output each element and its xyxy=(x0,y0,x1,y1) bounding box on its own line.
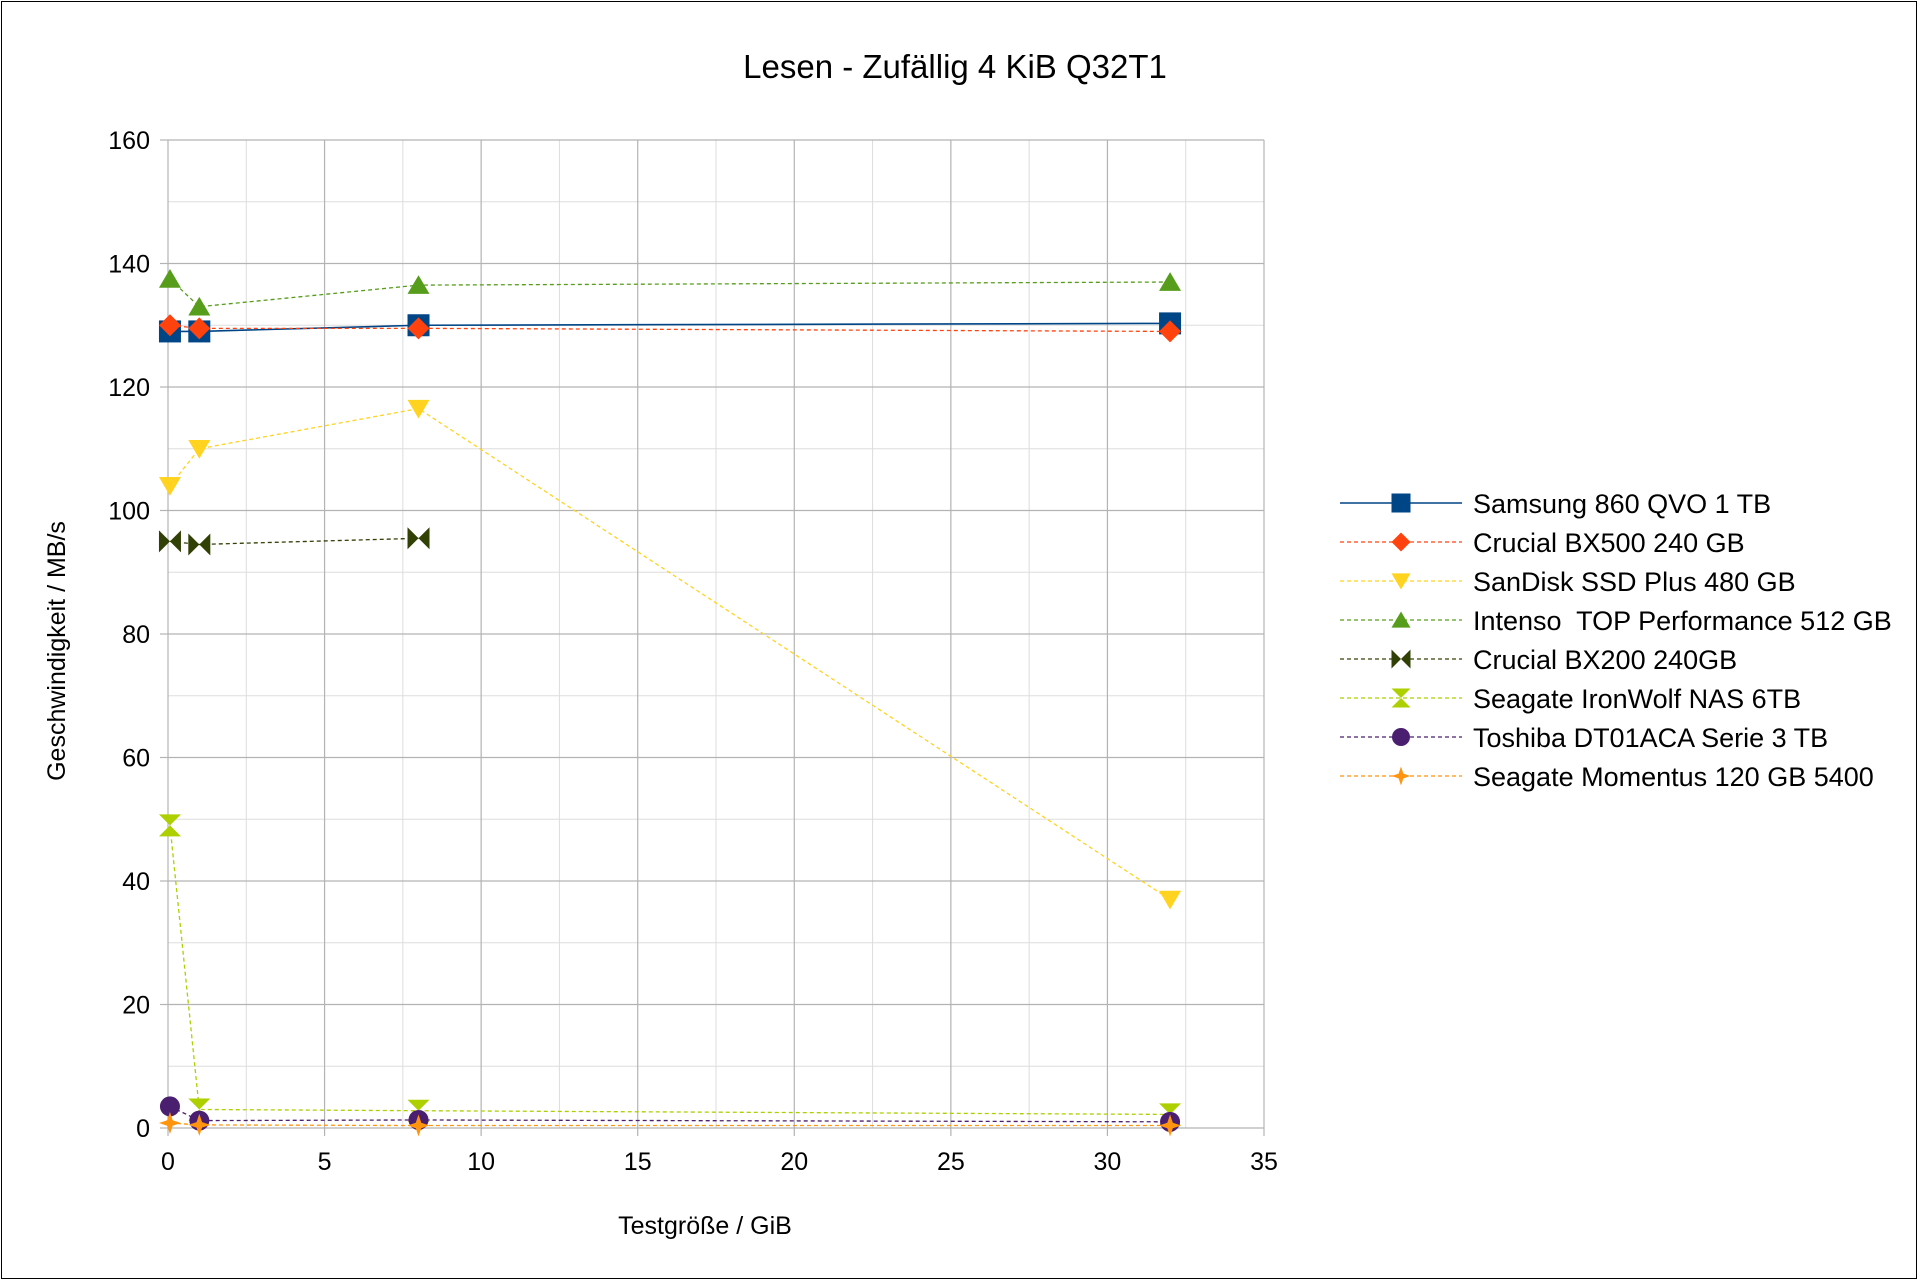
legend-label: Samsung 860 QVO 1 TB xyxy=(1473,489,1771,519)
series-7 xyxy=(158,1112,1182,1137)
marker-bowtie xyxy=(158,530,181,553)
y-tick-label: 140 xyxy=(108,251,150,279)
marker-diamond xyxy=(1391,532,1411,552)
series-0 xyxy=(158,312,1182,343)
series-line xyxy=(169,825,1171,1116)
marker-square xyxy=(1391,493,1411,513)
series-layer xyxy=(158,269,1182,1137)
series-3 xyxy=(158,269,1182,316)
marker-triangle-down xyxy=(158,477,181,496)
marker-triangle-up xyxy=(1391,611,1411,628)
marker-diamond xyxy=(407,317,430,340)
x-tick-label: 35 xyxy=(1250,1148,1278,1176)
marker-triangle-up xyxy=(158,269,181,288)
x-tick-label: 5 xyxy=(318,1148,332,1176)
series-4 xyxy=(158,527,430,556)
x-tick-label: 0 xyxy=(161,1148,175,1176)
y-tick-label: 40 xyxy=(122,868,150,896)
series-5 xyxy=(158,814,1182,1126)
legend-label: Seagate IronWolf NAS 6TB xyxy=(1473,684,1801,714)
marker-star xyxy=(1159,1114,1182,1137)
grid xyxy=(160,139,1265,1136)
marker-bowtie xyxy=(407,527,430,550)
y-tick-label: 100 xyxy=(108,498,150,526)
marker-star xyxy=(407,1114,430,1137)
legend-item: Samsung 860 QVO 1 TB xyxy=(1340,489,1771,519)
axis-ticks: 0 5 10 15 20 25 30 35 0 20 40 60 80 100 120 140 160 xyxy=(108,127,1278,1176)
legend-item: Seagate IronWolf NAS 6TB xyxy=(1340,684,1801,714)
y-tick-label: 120 xyxy=(108,374,150,402)
legend-label: Toshiba DT01ACA Serie 3 TB xyxy=(1473,723,1828,753)
series-line xyxy=(169,407,1171,901)
chart-title: Lesen - Zufällig 4 KiB Q32T1 xyxy=(743,48,1167,85)
legend-label: Crucial BX500 240 GB xyxy=(1473,528,1745,558)
legend-item: Crucial BX200 240GB xyxy=(1340,645,1737,675)
marker-star xyxy=(1391,766,1411,786)
marker-triangle-up xyxy=(188,296,211,316)
marker-triangle-down xyxy=(407,399,430,419)
series-line xyxy=(169,1105,1171,1123)
marker-triangle-up xyxy=(407,275,430,294)
legend: Samsung 860 QVO 1 TB Crucial BX500 240 GB… xyxy=(1340,489,1892,792)
x-tick-label: 15 xyxy=(624,1148,652,1176)
x-tick-label: 10 xyxy=(467,1148,495,1176)
marker-diamond xyxy=(158,314,181,337)
legend-item: Crucial BX500 240 GB xyxy=(1340,528,1745,558)
marker-star xyxy=(188,1113,211,1136)
marker-star xyxy=(158,1112,181,1135)
y-tick-label: 60 xyxy=(122,745,150,773)
marker-diamond xyxy=(188,317,211,340)
legend-item: Intenso TOP Performance 512 GB xyxy=(1340,606,1892,636)
legend-item: SanDisk SSD Plus 480 GB xyxy=(1340,567,1796,597)
marker-hourglass xyxy=(1391,688,1411,708)
marker-triangle-down xyxy=(1159,890,1182,910)
series-line xyxy=(169,322,1171,333)
x-tick-label: 30 xyxy=(1094,1148,1122,1176)
marker-triangle-down xyxy=(1391,573,1411,590)
marker-circle xyxy=(1392,728,1410,746)
marker-bowtie xyxy=(1391,649,1411,669)
legend-label: SanDisk SSD Plus 480 GB xyxy=(1473,567,1796,597)
x-tick-label: 25 xyxy=(937,1148,965,1176)
series-line xyxy=(169,1122,1171,1127)
legend-label: Intenso TOP Performance 512 GB xyxy=(1473,606,1892,636)
marker-diamond xyxy=(1159,320,1182,343)
series-2 xyxy=(158,399,1182,910)
series-line xyxy=(169,278,1171,308)
legend-item: Seagate Momentus 120 GB 5400 xyxy=(1340,762,1874,792)
x-tick-label: 20 xyxy=(780,1148,808,1176)
series-line xyxy=(169,324,1171,333)
marker-bowtie xyxy=(188,533,211,556)
marker-hourglass xyxy=(158,814,181,837)
y-tick-label: 80 xyxy=(122,621,150,649)
series-1 xyxy=(158,314,1182,343)
y-tick-label: 0 xyxy=(136,1115,150,1143)
y-axis-title: Geschwindigkeit / MB/s xyxy=(43,521,71,781)
legend-label: Seagate Momentus 120 GB 5400 xyxy=(1473,762,1874,792)
legend-label: Crucial BX200 240GB xyxy=(1473,645,1737,675)
legend-item: Toshiba DT01ACA Serie 3 TB xyxy=(1340,723,1828,753)
y-tick-label: 20 xyxy=(122,992,150,1020)
marker-circle xyxy=(159,1096,180,1117)
marker-triangle-down xyxy=(188,439,211,459)
marker-triangle-up xyxy=(1159,272,1182,291)
y-tick-label: 160 xyxy=(108,127,150,155)
x-axis-title: Testgröße / GiB xyxy=(618,1212,792,1240)
